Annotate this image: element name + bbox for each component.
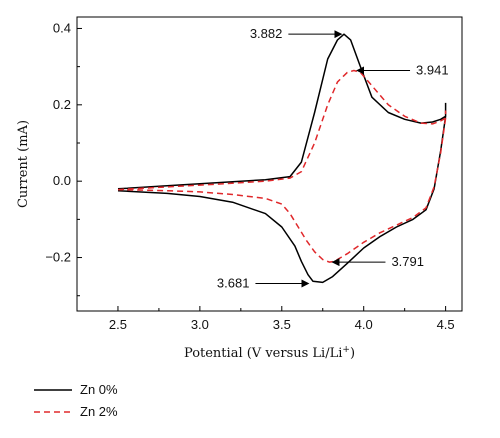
series-line-zn-2 xyxy=(117,69,447,263)
legend: Zn 0% Zn 2% xyxy=(34,382,118,419)
axis-titles: Potential (V versus Li/Li+) Current (mA) xyxy=(16,120,355,361)
x-tick-label: 3.0 xyxy=(191,317,209,332)
series-line-zn-0 xyxy=(117,33,447,284)
peak-annotations: 3.882 3.941 3.791 3.681 xyxy=(217,26,449,290)
x-tick-label: 4.0 xyxy=(355,317,373,332)
plot-border xyxy=(76,16,463,312)
x-tick-label: 4.5 xyxy=(437,317,455,332)
peak-label: 3.791 xyxy=(391,254,424,269)
plot-frame xyxy=(76,16,463,312)
peak-label: 3.681 xyxy=(217,276,250,291)
peak-label: 3.941 xyxy=(416,62,449,77)
legend-label: Zn 2% xyxy=(80,404,118,419)
x-tick-label: 3.5 xyxy=(273,317,291,332)
y-tick-label: 0.0 xyxy=(53,173,71,188)
y-tick-label: −0.2 xyxy=(45,250,71,265)
y-tick-label: 0.4 xyxy=(53,20,71,35)
peak-label: 3.882 xyxy=(250,26,283,41)
x-axis-title: Potential (V versus Li/Li+) xyxy=(184,345,355,361)
legend-label: Zn 0% xyxy=(80,382,118,397)
axis-ticks: 2.5 3.0 3.5 4.0 4.5 −0.2 0.0 0.2 0.4 xyxy=(45,20,454,332)
series-layer xyxy=(117,33,447,284)
x-tick-label: 2.5 xyxy=(109,317,127,332)
y-axis-title: Current (mA) xyxy=(16,120,31,208)
y-tick-label: 0.2 xyxy=(53,97,71,112)
